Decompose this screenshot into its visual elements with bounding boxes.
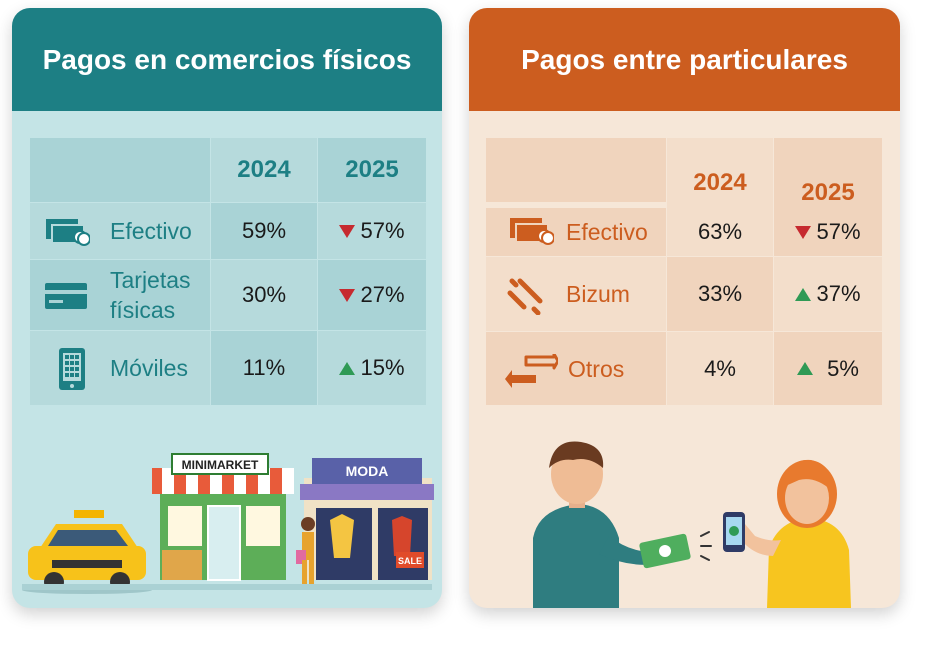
trend-up-icon <box>339 361 356 375</box>
shops-illustration: MINIMARKET MODA SALE <box>22 453 434 594</box>
mobile-icon <box>59 348 85 390</box>
bizum-icon <box>507 278 543 315</box>
row-label: Móviles <box>110 355 188 381</box>
row-label-cell: Tarjetas físicas <box>30 260 210 330</box>
row-label-cell: Otros <box>486 332 666 405</box>
physical-payments-title: Pagos en comercios físicos <box>12 8 442 111</box>
value-2025: 5% <box>827 355 859 381</box>
taxi-icon <box>22 510 152 594</box>
col-2024: 2024 <box>667 158 773 208</box>
fashion-shop: MODA SALE <box>296 458 434 584</box>
row-label: Otros <box>568 355 625 382</box>
value-2025-cell: 15% <box>318 331 426 405</box>
smartphone-icon <box>723 512 745 552</box>
moda-sign: MODA <box>346 463 389 479</box>
row-label: Bizum <box>566 281 630 307</box>
trend-down-icon <box>339 288 356 302</box>
col-2025: 2025 <box>318 138 426 202</box>
transfer-icon <box>505 354 558 388</box>
value-2025: 57% <box>360 218 405 243</box>
trend-up-icon <box>797 362 814 375</box>
physical-payments-card: Pagos en comercios físicos 2024 2025 Efe… <box>12 8 442 608</box>
row-label-cell: Efectivo <box>486 208 666 256</box>
row-label-cell: Móviles <box>30 331 210 405</box>
value-2024: 11% <box>211 331 317 405</box>
row-label: Tarjetas físicas <box>110 267 191 323</box>
col-2025-label: 2025 <box>801 179 855 206</box>
value-2025: 37% <box>816 281 861 306</box>
cash-icon <box>46 219 90 246</box>
value-2025: 57% <box>816 219 861 244</box>
header-fill <box>667 138 773 158</box>
value-2024: 59% <box>211 203 317 259</box>
peer-payments-title: Pagos entre particulares <box>469 8 900 111</box>
people-illustration <box>533 441 851 608</box>
value-2025-cell: 57% <box>774 208 882 256</box>
value-2024: 33% <box>667 257 773 331</box>
value-2025: 15% <box>360 355 405 380</box>
row-label-cell: Bizum <box>486 257 666 331</box>
value-2024: 30% <box>211 260 317 330</box>
value-2025-cell: 5% <box>774 332 882 405</box>
value-2025-cell: 57% <box>318 203 426 259</box>
header-blank <box>486 138 666 202</box>
row-label-cell: Efectivo <box>30 203 210 259</box>
banknote-icon <box>639 533 691 569</box>
trend-down-icon <box>339 224 356 238</box>
value-2024: 4% <box>667 332 773 405</box>
header-blank <box>30 138 210 202</box>
sale-tag: SALE <box>398 556 422 566</box>
trend-down-icon <box>795 225 812 239</box>
trend-up-icon <box>795 287 812 301</box>
value-2025-cell: 27% <box>318 260 426 330</box>
row-label: Efectivo <box>110 218 192 244</box>
minimarket-shop: MINIMARKET <box>152 453 294 581</box>
man-figure <box>533 441 671 608</box>
value-2024: 63% <box>667 208 773 256</box>
col-2025: 2025 <box>774 138 882 208</box>
minimarket-sign: MINIMARKET <box>182 458 259 472</box>
card-icon <box>45 283 87 309</box>
value-2025-cell: 37% <box>774 257 882 331</box>
cash-icon <box>510 218 554 245</box>
peer-payments-card: Pagos entre particulares 2024 2025 Efect… <box>469 8 900 608</box>
row-label: Efectivo <box>566 219 648 245</box>
value-2025: 27% <box>360 282 405 307</box>
woman-figure <box>735 459 851 608</box>
col-2024: 2024 <box>211 138 317 202</box>
